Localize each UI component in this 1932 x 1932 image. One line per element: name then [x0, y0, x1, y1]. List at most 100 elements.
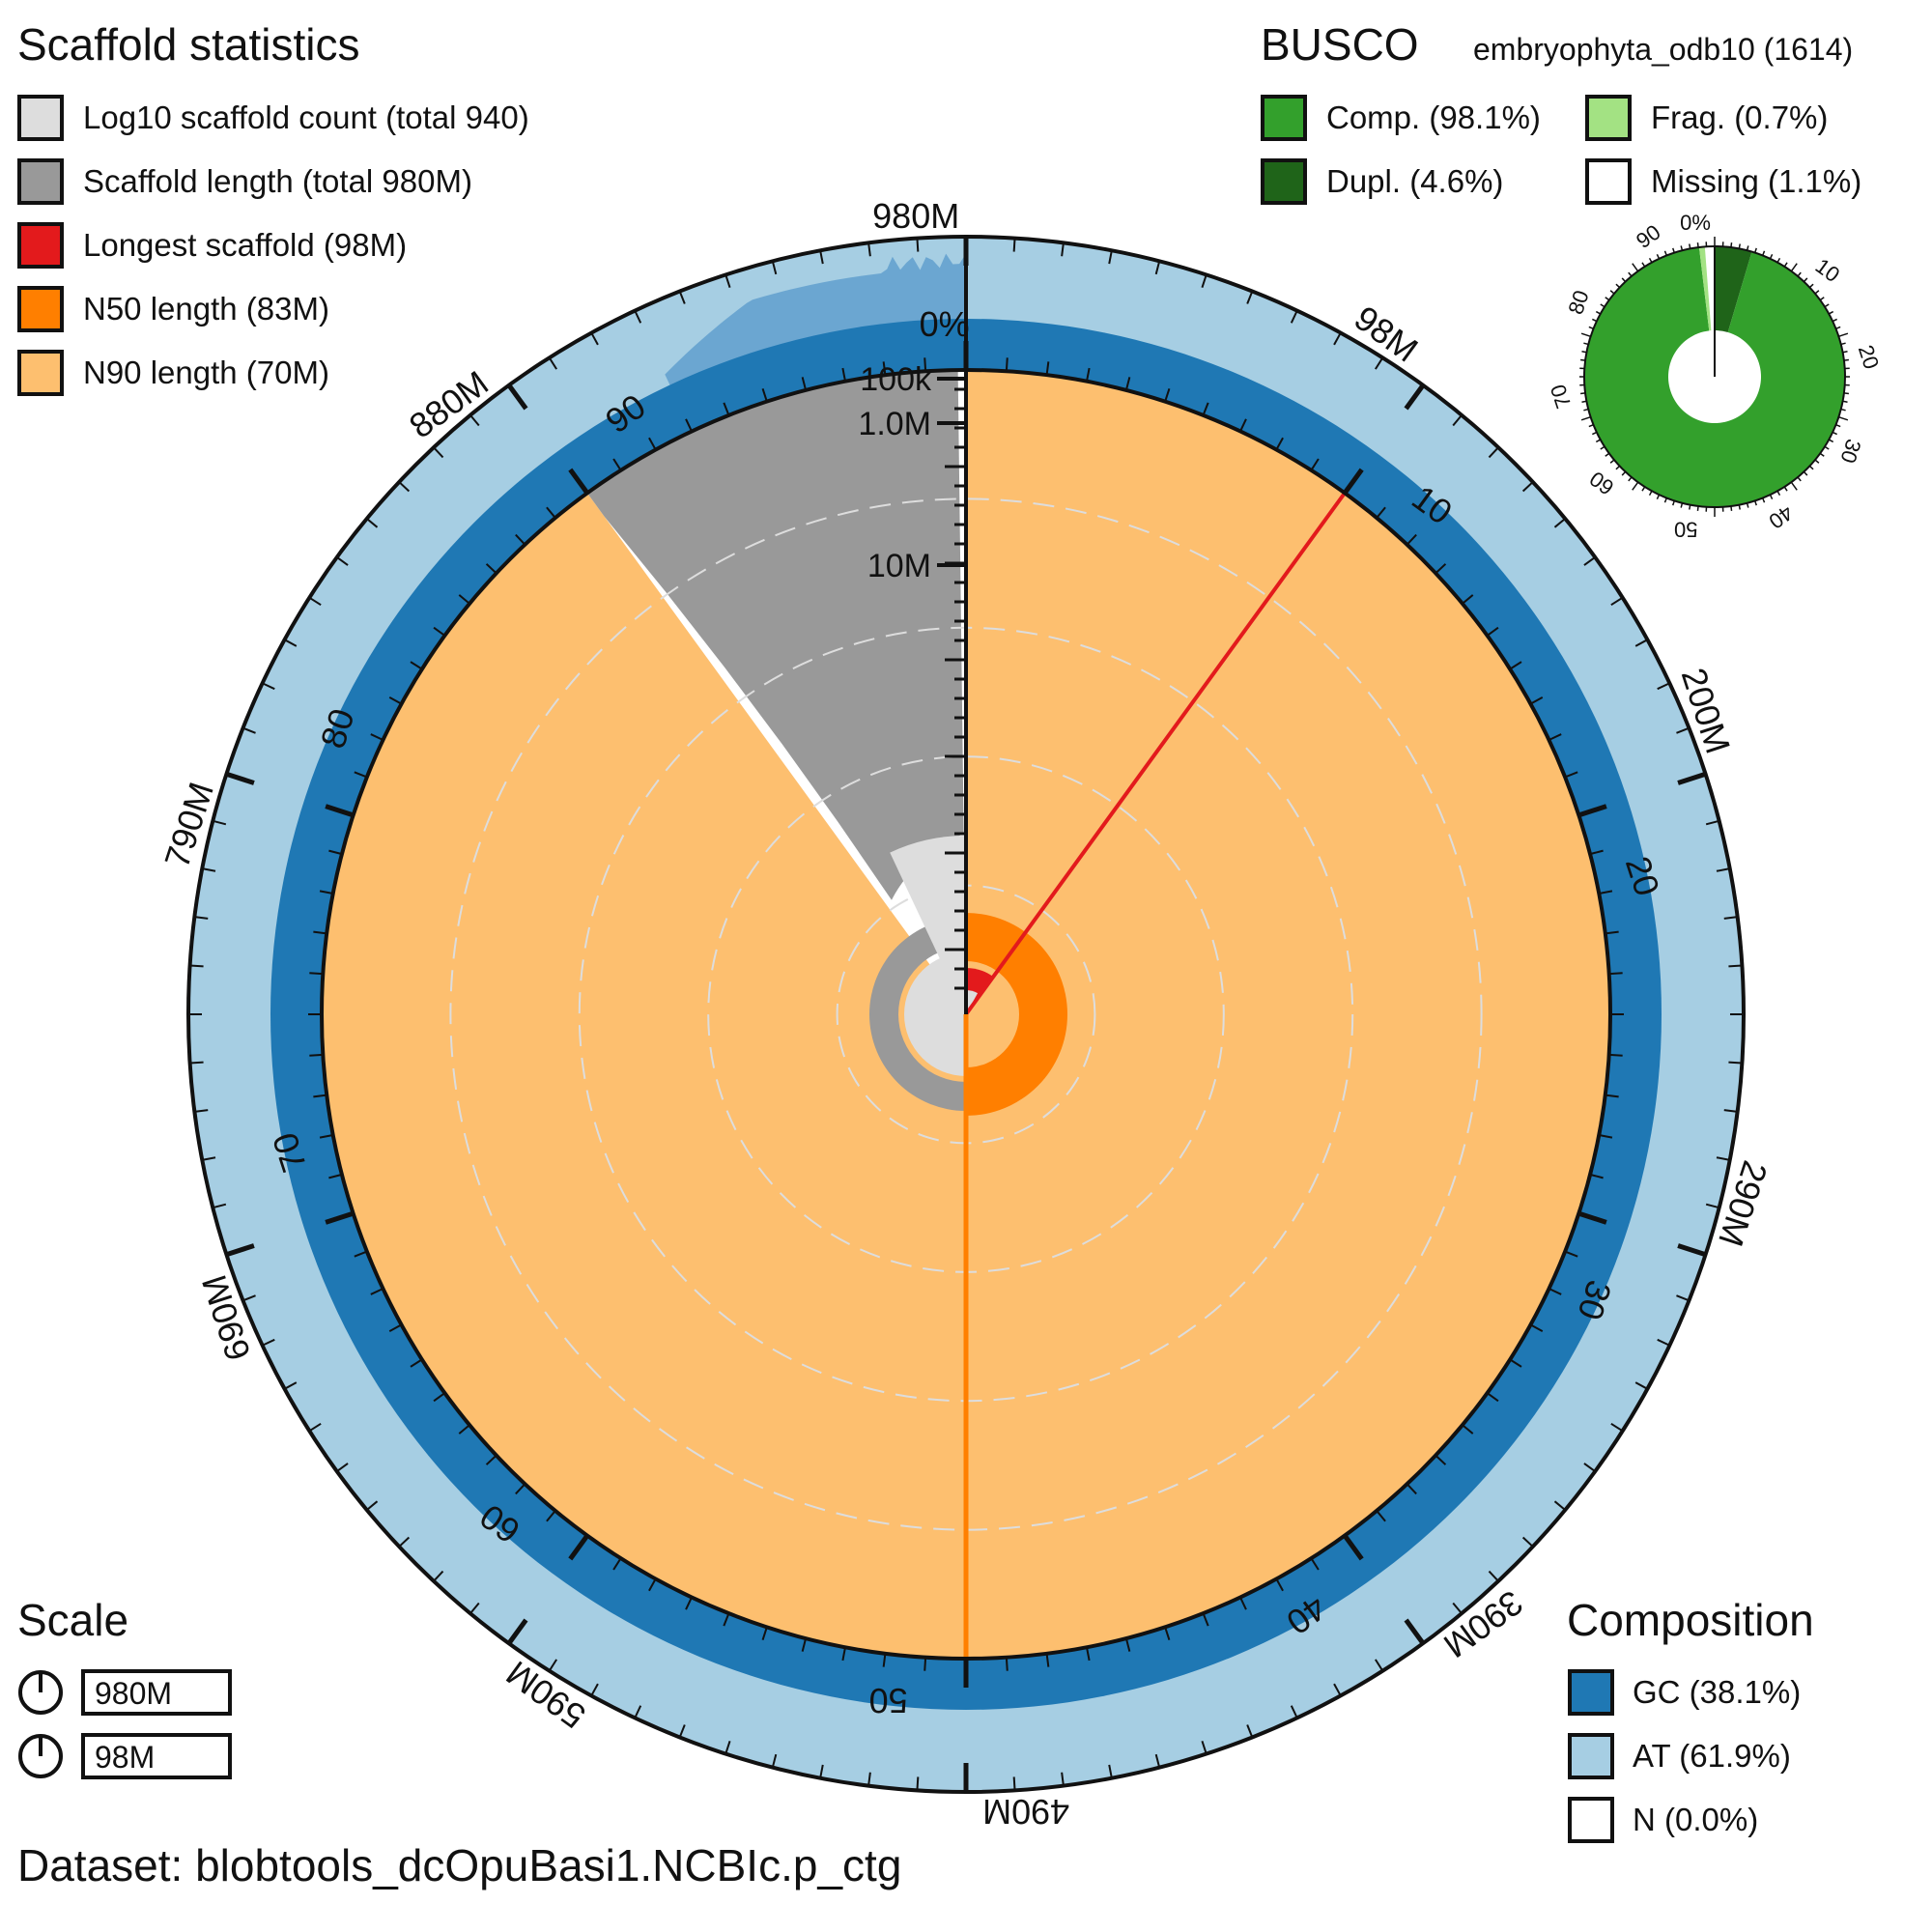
percent-tick	[1577, 804, 1607, 818]
percent-tick	[1605, 930, 1619, 935]
busco-tick	[1835, 423, 1841, 428]
gc-variation-band	[665, 253, 966, 385]
length-tick	[469, 1602, 480, 1614]
length-tick	[194, 916, 209, 920]
length-tick	[867, 1772, 871, 1786]
busco-legend-swatch	[1261, 95, 1307, 141]
percent-tick	[1005, 1657, 1009, 1671]
length-tick	[1723, 1109, 1738, 1113]
composition-legend: GC (38.1%) AT (61.9%) N (0.0%)	[1568, 1669, 1801, 1843]
composition-legend-label: N (0.0%)	[1633, 1802, 1758, 1837]
length-tick	[262, 682, 275, 691]
length-tick	[1677, 1243, 1707, 1258]
percent-tick	[1564, 771, 1578, 779]
busco-tick	[1621, 277, 1627, 283]
length-label: 490M	[982, 1792, 1069, 1832]
percent-tick	[923, 1657, 927, 1671]
busco-tick	[1580, 392, 1586, 395]
busco-tick	[1814, 290, 1820, 295]
percent-tick	[1608, 972, 1623, 976]
percent-tick	[354, 1250, 368, 1258]
percent-tick	[1564, 1250, 1578, 1258]
percent-tick	[1406, 1483, 1417, 1495]
busco-tick	[1605, 297, 1610, 301]
percent-tick	[1577, 1210, 1607, 1225]
length-tick	[284, 639, 298, 647]
stats-legend-label: N90 length (70M)	[83, 355, 329, 390]
busco-tick	[1641, 486, 1646, 492]
length-tick	[819, 250, 824, 265]
percent-tick	[1548, 1288, 1562, 1295]
percent-tick	[1202, 1612, 1209, 1627]
percent-tick	[388, 696, 402, 705]
busco-tick	[1776, 257, 1781, 264]
busco-tick	[1672, 500, 1675, 506]
percent-tick	[1124, 377, 1131, 391]
scale-title: Scale	[17, 1595, 128, 1645]
busco-tick	[1824, 445, 1830, 450]
busco-tick	[1835, 326, 1841, 330]
percent-tick	[1435, 563, 1447, 575]
busco-tick	[1641, 262, 1646, 268]
percent-tick	[801, 1637, 808, 1652]
percent-tick	[313, 1094, 327, 1098]
scaffold-count-spike	[890, 836, 966, 1014]
percent-tick	[1164, 388, 1171, 402]
length-tick	[1716, 867, 1730, 872]
length-tick	[1553, 1500, 1566, 1511]
percent-tick	[841, 367, 846, 383]
length-tick	[916, 1776, 920, 1791]
length-tick	[916, 238, 920, 252]
busco-tick	[1621, 470, 1627, 476]
busco-tick	[1663, 250, 1668, 256]
length-tick	[678, 291, 686, 304]
busco-tick	[1843, 358, 1849, 361]
busco-tick	[1648, 490, 1653, 497]
busco-tick	[1592, 431, 1598, 436]
percent-tick	[1310, 1557, 1320, 1571]
busco-tick	[1832, 318, 1837, 323]
percent-tick	[433, 1392, 445, 1403]
length-tick	[1583, 556, 1596, 566]
center-grey-ring	[869, 918, 966, 1111]
percent-tick	[1589, 849, 1604, 856]
length-axis-ticks	[188, 237, 1744, 1792]
length-tick	[867, 242, 871, 257]
length-tick	[1521, 481, 1534, 493]
busco-tick	[1738, 504, 1741, 510]
percent-tick	[1530, 1323, 1544, 1332]
busco-tick	[1663, 497, 1668, 503]
percent-tick	[568, 468, 589, 495]
busco-tick	[1581, 400, 1587, 403]
length-tick	[336, 1463, 349, 1472]
scaffold-length-region	[586, 370, 964, 941]
length-tick	[225, 771, 255, 785]
busco-tick	[1588, 326, 1594, 330]
percent-tick	[325, 1210, 355, 1225]
percent-tick	[309, 972, 324, 976]
busco-tick-label: 20	[1854, 342, 1884, 372]
stats-legend-swatch	[17, 350, 64, 396]
length-tick	[213, 819, 227, 826]
busco-donut: 0% 10 20 30 40 50 60 70 80 90	[1546, 211, 1884, 541]
length-tick	[819, 1764, 824, 1778]
length-tick	[469, 414, 480, 427]
composition-legend-swatch	[1568, 1733, 1614, 1779]
percent-tick	[485, 563, 497, 575]
busco-tick-label: 60	[1585, 467, 1619, 500]
length-tick	[590, 1683, 599, 1696]
percent-tick	[1343, 1534, 1364, 1561]
busco-tick	[1842, 351, 1848, 354]
busco-tick	[1783, 262, 1788, 268]
length-tick	[1488, 446, 1499, 459]
length-tick	[1154, 261, 1161, 275]
busco-tick	[1730, 505, 1733, 511]
percent-tick	[685, 1597, 693, 1610]
busco-tick	[1808, 283, 1814, 289]
scaffold-stats-title: Scaffold statistics	[17, 19, 360, 70]
percent-tick	[1509, 1358, 1522, 1368]
length-tick	[262, 1338, 275, 1347]
busco-tick	[1746, 245, 1749, 251]
percent-tick	[923, 357, 927, 372]
percent-tick	[433, 626, 445, 637]
